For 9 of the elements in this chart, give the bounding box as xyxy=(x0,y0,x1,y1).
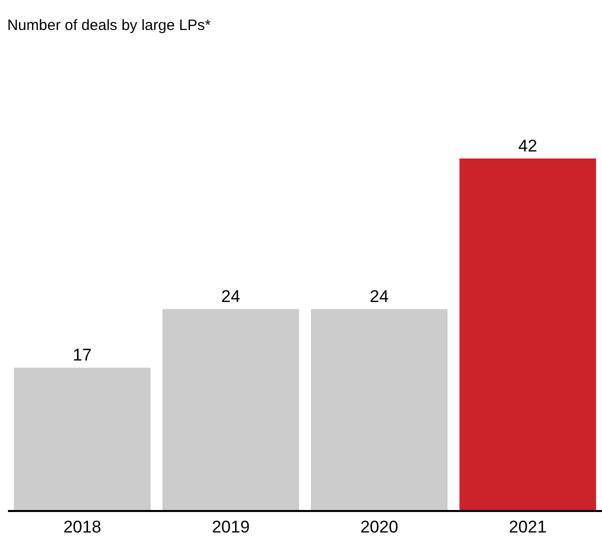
x-tick-label: 2021 xyxy=(508,517,547,536)
data-label: 17 xyxy=(72,346,92,365)
data-label: 24 xyxy=(370,287,389,306)
x-tick-label: 2019 xyxy=(212,517,250,536)
data-label: 42 xyxy=(518,136,538,156)
x-tick-label: 2018 xyxy=(63,517,102,536)
x-tick-label: 2020 xyxy=(360,517,398,536)
data-label: 24 xyxy=(221,287,240,306)
chart-title: Number of deals by large LPs* xyxy=(7,16,211,34)
